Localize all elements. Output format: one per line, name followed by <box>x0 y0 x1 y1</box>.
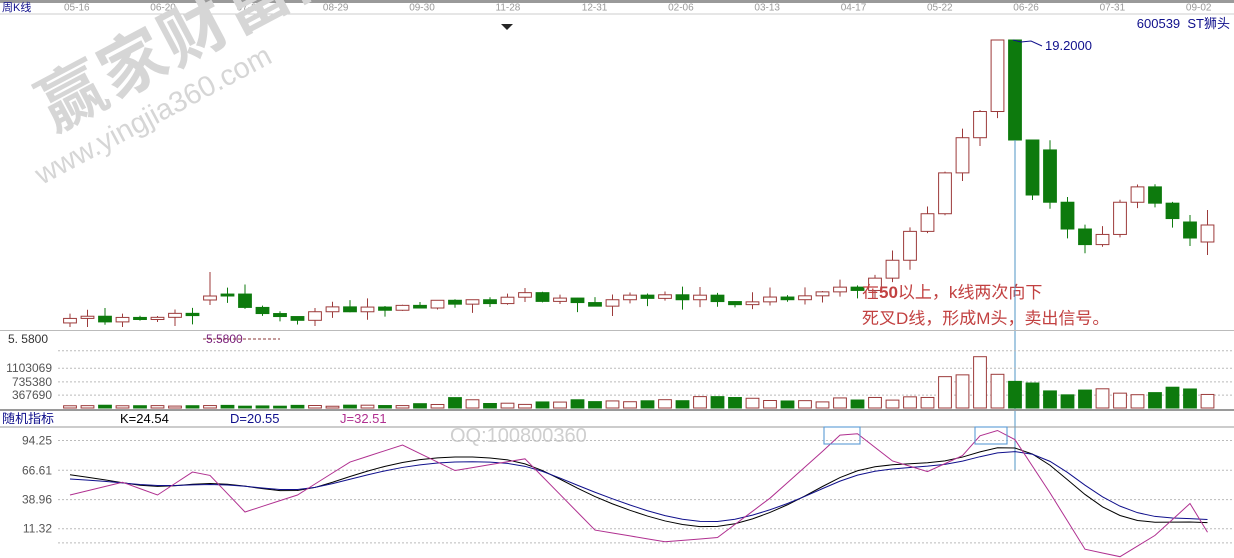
svg-text:94.25: 94.25 <box>22 434 52 448</box>
svg-text:05-16: 05-16 <box>64 3 90 14</box>
svg-text:K=24.54: K=24.54 <box>120 411 169 426</box>
svg-text:09-02: 09-02 <box>1186 3 1212 14</box>
svg-text:1103069: 1103069 <box>6 361 52 375</box>
svg-text:5.5800: 5.5800 <box>206 332 243 346</box>
svg-text:38.96: 38.96 <box>22 493 52 507</box>
svg-text:04-17: 04-17 <box>841 3 867 14</box>
svg-text:12-31: 12-31 <box>582 3 608 14</box>
svg-text:11-28: 11-28 <box>496 3 521 14</box>
svg-text:02-06: 02-06 <box>668 3 694 14</box>
svg-text:735380: 735380 <box>12 375 52 389</box>
svg-text:19.2000: 19.2000 <box>1045 38 1092 53</box>
svg-text:05-22: 05-22 <box>927 3 953 14</box>
svg-text:06-26: 06-26 <box>1013 3 1039 14</box>
svg-text:07-31: 07-31 <box>1100 3 1126 14</box>
svg-text:08-29: 08-29 <box>323 3 349 14</box>
svg-text:11.32: 11.32 <box>23 522 52 536</box>
svg-text:367690: 367690 <box>12 388 52 402</box>
svg-text:03-13: 03-13 <box>754 3 780 14</box>
svg-text:周K线: 周K线 <box>2 0 31 14</box>
svg-text:D=20.55: D=20.55 <box>230 411 280 426</box>
svg-text:死叉D线，形成M头，卖出信号。: 死叉D线，形成M头，卖出信号。 <box>862 309 1109 328</box>
svg-text:J=32.51: J=32.51 <box>340 411 387 426</box>
svg-text:09-30: 09-30 <box>409 3 435 14</box>
svg-text:5. 5800: 5. 5800 <box>8 332 48 346</box>
svg-text:07-25: 07-25 <box>237 3 263 14</box>
svg-text:OQ:100800360: OQ:100800360 <box>450 425 587 447</box>
svg-text:06-20: 06-20 <box>150 3 176 14</box>
svg-text:随机指标: 随机指标 <box>2 411 54 426</box>
svg-text:600539 ST狮头: 600539 ST狮头 <box>1137 16 1230 31</box>
svg-text:66.61: 66.61 <box>22 463 52 477</box>
